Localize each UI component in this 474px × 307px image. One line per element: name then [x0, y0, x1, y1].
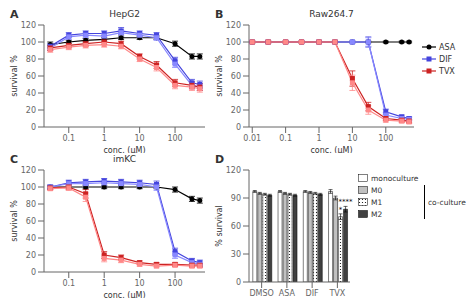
svg-text:*: *	[339, 206, 343, 214]
html-text:DIF: DIF	[439, 54, 453, 64]
svg-text:ASA: ASA	[279, 289, 296, 298]
svg-text:% survival: % survival	[215, 205, 224, 247]
svg-text:120: 120	[226, 166, 241, 175]
svg-text:80: 80	[231, 55, 241, 64]
svg-text:100: 100	[226, 38, 241, 47]
html-text:imKC: imKC	[113, 154, 136, 164]
svg-text:20: 20	[26, 251, 36, 260]
svg-text:1: 1	[102, 134, 107, 143]
svg-text:10: 10	[135, 134, 145, 143]
svg-text:conc. (μM): conc. (μM)	[103, 146, 145, 153]
svg-text:100: 100	[21, 183, 36, 192]
html-text:TVX: TVX	[439, 66, 455, 76]
svg-text:20: 20	[231, 106, 241, 115]
svg-text:DIF: DIF	[306, 289, 320, 298]
svg-text:120: 120	[21, 166, 36, 175]
html-text:co-culture: co-culture	[428, 197, 466, 207]
svg-text:0: 0	[31, 268, 36, 277]
svg-text:60: 60	[231, 222, 241, 231]
svg-text:1: 1	[102, 279, 107, 288]
html-text:D: D	[215, 153, 225, 166]
svg-text:120: 120	[226, 21, 241, 30]
svg-text:40: 40	[231, 89, 241, 98]
svg-text:TVX: TVX	[328, 289, 345, 298]
svg-text:60: 60	[26, 72, 36, 81]
svg-text:10: 10	[135, 279, 145, 288]
svg-text:0.1: 0.1	[62, 134, 75, 143]
svg-text:DMSO: DMSO	[249, 289, 273, 298]
svg-text:100: 100	[378, 134, 393, 143]
html-text:M1: M1	[371, 197, 383, 207]
svg-text:survival %: survival %	[10, 200, 19, 242]
svg-text:100: 100	[167, 279, 182, 288]
svg-text:0.01: 0.01	[243, 134, 261, 143]
svg-text:0.1: 0.1	[279, 134, 292, 143]
html-text:M0: M0	[371, 185, 383, 195]
svg-text:120: 120	[21, 21, 36, 30]
svg-text:0: 0	[236, 123, 241, 132]
svg-text:40: 40	[26, 234, 36, 243]
html-text:A: A	[10, 8, 19, 21]
svg-text:30: 30	[231, 250, 241, 259]
html-text:Raw264.7: Raw264.7	[309, 9, 354, 19]
svg-text:****: ****	[339, 198, 354, 206]
svg-text:40: 40	[26, 89, 36, 98]
svg-text:60: 60	[231, 72, 241, 81]
svg-text:80: 80	[26, 55, 36, 64]
html-text:B: B	[215, 8, 224, 21]
svg-text:survival %: survival %	[215, 55, 224, 97]
svg-text:80: 80	[26, 200, 36, 209]
svg-text:0: 0	[236, 278, 241, 287]
svg-text:conc. (μM): conc. (μM)	[103, 291, 145, 298]
svg-text:1: 1	[316, 134, 321, 143]
svg-text:10: 10	[347, 134, 357, 143]
svg-text:0.1: 0.1	[62, 279, 75, 288]
html-text:ASA: ASA	[439, 42, 456, 52]
svg-text:conc. (μM): conc. (μM)	[310, 146, 352, 153]
svg-text:60: 60	[26, 217, 36, 226]
html-text:C: C	[10, 153, 19, 166]
html-text:monoculture: monoculture	[371, 173, 419, 183]
svg-text:0: 0	[31, 123, 36, 132]
svg-text:90: 90	[231, 194, 241, 203]
svg-text:20: 20	[26, 106, 36, 115]
svg-text:100: 100	[167, 134, 182, 143]
svg-text:survival %: survival %	[10, 55, 19, 97]
html-text:M2: M2	[371, 209, 383, 219]
html-text:HepG2: HepG2	[109, 9, 140, 19]
svg-text:100: 100	[21, 38, 36, 47]
